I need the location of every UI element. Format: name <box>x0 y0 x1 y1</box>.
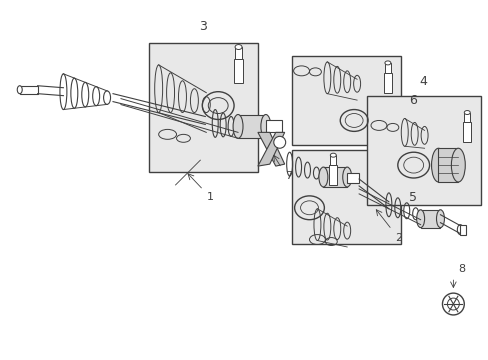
Text: 4: 4 <box>419 75 427 88</box>
Bar <box>366 96 480 205</box>
Bar <box>238 114 265 138</box>
Ellipse shape <box>273 136 285 148</box>
Bar <box>148 43 257 172</box>
Ellipse shape <box>416 210 424 228</box>
Bar <box>291 150 400 244</box>
Bar <box>291 56 400 145</box>
Bar <box>462 122 470 142</box>
Bar <box>459 225 466 235</box>
Text: 8: 8 <box>457 264 464 274</box>
Polygon shape <box>257 132 284 166</box>
Bar <box>463 113 469 122</box>
Bar <box>328 165 337 185</box>
Text: 7: 7 <box>285 171 292 181</box>
Ellipse shape <box>260 114 270 138</box>
Polygon shape <box>257 132 284 166</box>
Ellipse shape <box>17 86 22 94</box>
Ellipse shape <box>456 225 462 235</box>
Ellipse shape <box>384 61 390 65</box>
Bar <box>20 86 38 94</box>
Ellipse shape <box>463 111 469 114</box>
Ellipse shape <box>235 45 242 50</box>
Ellipse shape <box>342 167 351 187</box>
Bar <box>383 73 391 93</box>
Ellipse shape <box>442 293 463 315</box>
Bar <box>346 173 358 183</box>
Bar <box>330 155 336 165</box>
Bar <box>265 121 281 132</box>
Bar <box>438 148 457 182</box>
Ellipse shape <box>447 298 458 310</box>
Ellipse shape <box>450 148 464 182</box>
Text: 1: 1 <box>206 192 213 202</box>
Bar <box>235 47 242 59</box>
Text: 5: 5 <box>408 192 416 204</box>
Ellipse shape <box>233 114 243 138</box>
Ellipse shape <box>431 148 445 182</box>
Bar <box>420 210 440 228</box>
Ellipse shape <box>318 167 327 187</box>
Text: 3: 3 <box>199 20 207 33</box>
Bar <box>384 63 390 73</box>
Text: 6: 6 <box>408 94 416 107</box>
Ellipse shape <box>330 153 336 157</box>
Bar <box>234 59 243 83</box>
Bar <box>323 167 346 187</box>
Ellipse shape <box>436 210 444 228</box>
Text: 2: 2 <box>394 233 402 243</box>
